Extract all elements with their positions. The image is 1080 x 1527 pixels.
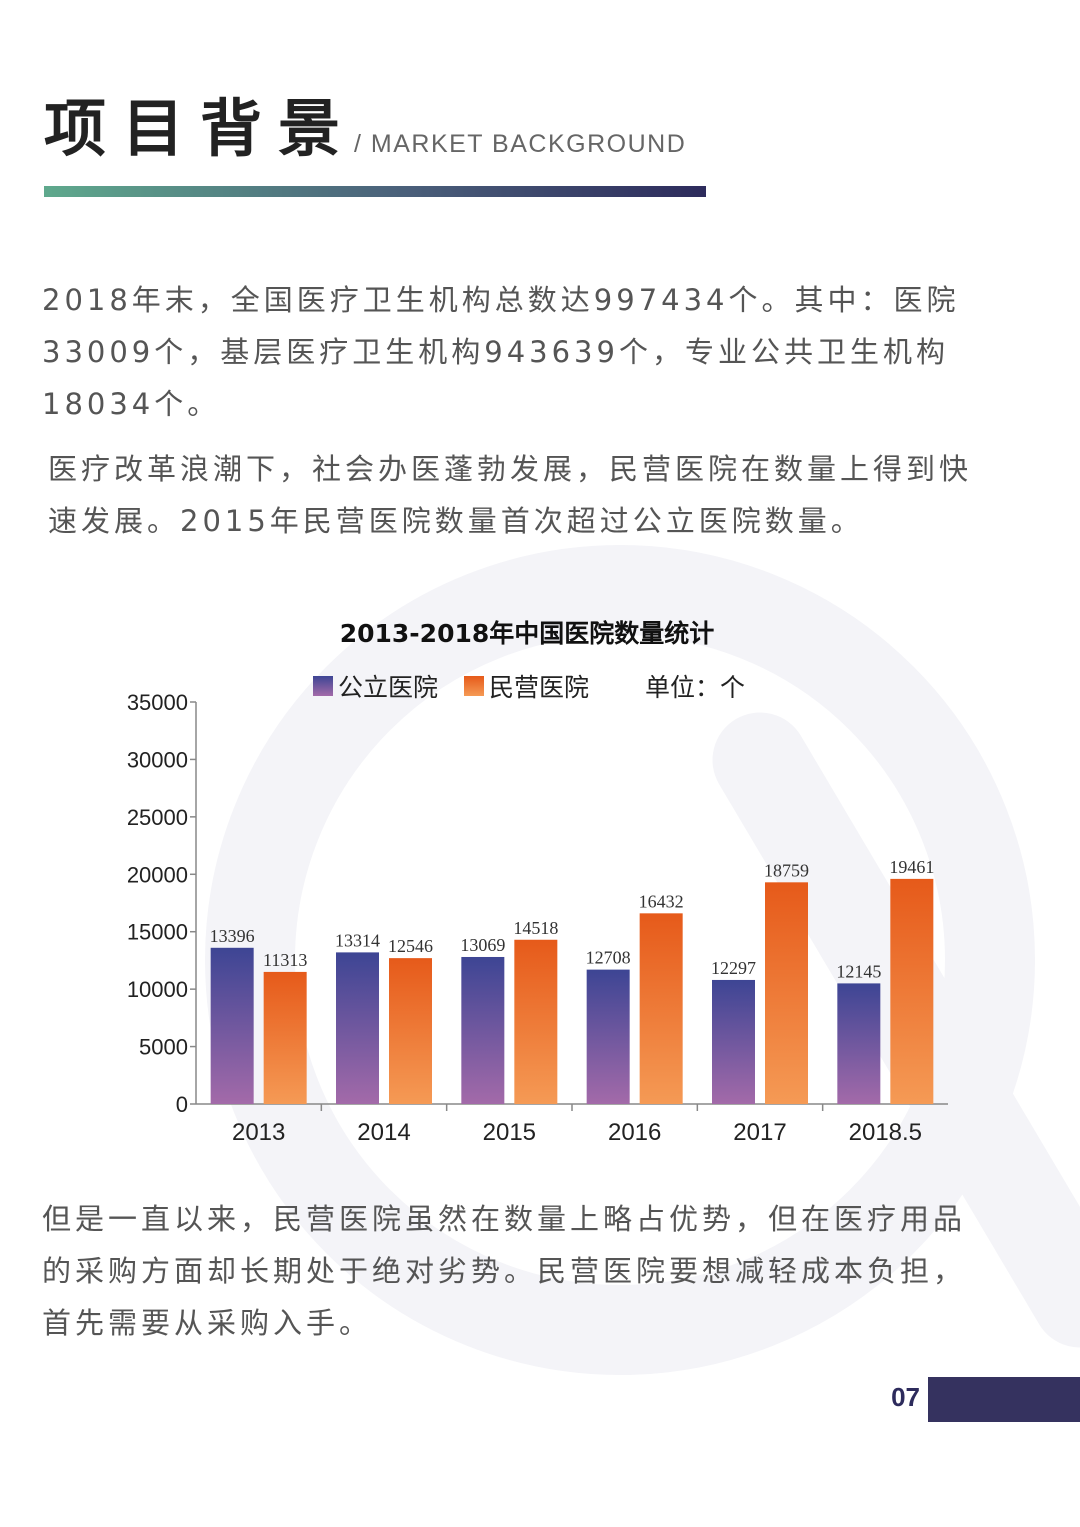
bar-private bbox=[263, 971, 307, 1104]
y-tick-label: 5000 bbox=[139, 1035, 188, 1060]
x-tick-label: 2015 bbox=[483, 1119, 536, 1146]
y-tick-label: 15000 bbox=[127, 920, 188, 945]
unit-label: 单位：个 bbox=[645, 673, 746, 702]
legend-item-public: 公立医院 bbox=[313, 668, 438, 704]
conclusion-paragraph: 但是一直以来，民营医院虽然在数量上略占优势，但在医疗用品 的采购方面却长期处于绝… bbox=[42, 1193, 966, 1349]
paragraph-line: 但是一直以来，民营医院虽然在数量上略占优势，但在医疗用品 bbox=[42, 1202, 967, 1236]
bar-public bbox=[712, 979, 755, 1104]
data-label: 16432 bbox=[639, 891, 684, 911]
paragraph-line: 医疗改革浪潮下，社会办医蓬勃发展，民营医院在数量上得到快 bbox=[48, 452, 973, 486]
paragraph-line: 首先需要从采购入手。 bbox=[42, 1306, 373, 1340]
reform-paragraph: 医疗改革浪潮下，社会办医蓬勃发展，民营医院在数量上得到快 速发展。2015年民营… bbox=[48, 443, 972, 547]
legend-swatch-public bbox=[313, 676, 333, 696]
paragraph-line: 18034个。 bbox=[42, 387, 221, 421]
page-number-bar bbox=[928, 1377, 1080, 1422]
paragraph-line: 的采购方面却长期处于绝对劣势。民营医院要想减轻成本负担， bbox=[42, 1254, 967, 1288]
page-number: 07 bbox=[891, 1382, 920, 1412]
chart-legend: 公立医院 民营医院 单位：个 bbox=[313, 670, 745, 702]
legend-label-public: 公立医院 bbox=[338, 673, 439, 702]
bar-public bbox=[837, 983, 881, 1104]
data-label: 13396 bbox=[210, 926, 255, 946]
bar-private bbox=[639, 913, 683, 1104]
y-tick-label: 20000 bbox=[127, 862, 188, 887]
data-label: 12297 bbox=[711, 958, 756, 978]
data-label: 14518 bbox=[513, 918, 558, 938]
bar-private bbox=[890, 878, 934, 1104]
data-label: 12546 bbox=[388, 936, 433, 956]
legend-label-private: 民营医院 bbox=[489, 673, 590, 702]
x-tick-label: 2013 bbox=[232, 1119, 285, 1146]
chart-title: 2013-2018年中国医院数量统计 bbox=[339, 619, 715, 648]
title-underline-bar bbox=[44, 186, 706, 197]
bar-public bbox=[461, 956, 505, 1104]
data-label: 13069 bbox=[460, 935, 505, 955]
x-tick-label: 2016 bbox=[608, 1119, 661, 1146]
page-subtitle: / MARKET BACKGROUND bbox=[354, 130, 687, 158]
bar-public bbox=[586, 969, 630, 1104]
data-label: 18759 bbox=[764, 860, 809, 880]
y-tick-label: 10000 bbox=[127, 977, 188, 1002]
paragraph-line: 速发展。2015年民营医院数量首次超过公立医院数量。 bbox=[48, 504, 864, 538]
data-label: 19461 bbox=[889, 857, 934, 877]
bar-public bbox=[336, 952, 379, 1104]
data-label: 12708 bbox=[586, 948, 631, 968]
legend-item-private: 民营医院 bbox=[464, 668, 589, 704]
page-title: 项目背景 bbox=[44, 92, 357, 165]
bar-private bbox=[514, 939, 558, 1104]
bar-public bbox=[210, 947, 254, 1104]
y-tick-label: 30000 bbox=[127, 747, 188, 772]
bar-private bbox=[389, 958, 432, 1104]
legend-swatch-private bbox=[464, 676, 485, 696]
y-tick-label: 0 bbox=[176, 1092, 188, 1117]
x-tick-label: 2014 bbox=[357, 1119, 410, 1146]
y-tick-label: 25000 bbox=[127, 805, 188, 830]
paragraph-line: 33009个，基层医疗卫生机构943639个，专业公共卫生机构 bbox=[42, 335, 949, 369]
data-label: 11313 bbox=[263, 950, 307, 970]
x-tick-label: 2017 bbox=[733, 1119, 786, 1146]
data-label: 12145 bbox=[836, 961, 881, 981]
x-tick-label: 2018.5 bbox=[849, 1119, 922, 1146]
bar-private bbox=[765, 882, 808, 1104]
y-tick-label: 35000 bbox=[127, 690, 188, 715]
data-label: 13314 bbox=[335, 930, 380, 950]
intro-paragraph: 2018年末，全国医疗卫生机构总数达997434个。其中：医院 33009个，基… bbox=[42, 274, 960, 430]
paragraph-line: 2018年末，全国医疗卫生机构总数达997434个。其中：医院 bbox=[42, 283, 960, 317]
